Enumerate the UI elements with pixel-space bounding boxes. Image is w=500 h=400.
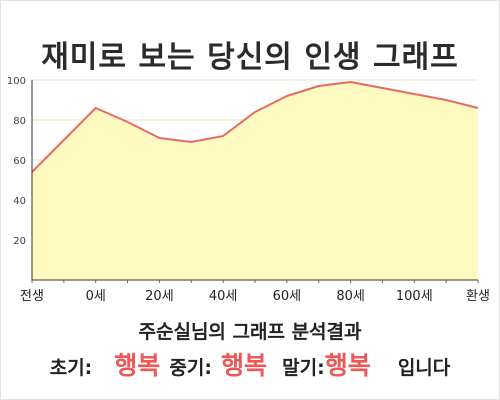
y-tick-label: 80 — [13, 116, 26, 127]
analysis-subtitle: 주순실님의 그래프 분석결과 — [138, 321, 362, 343]
result-suffix: 입니다 — [397, 357, 451, 379]
analysis-result: 초기: 행복 중기: 행복 말기:행복 입니다 — [0, 346, 500, 382]
x-tick-label: 80세 — [336, 289, 365, 304]
chart-title: 재미로 보는 당신의 인생 그래프 — [41, 40, 459, 75]
series-line — [31, 81, 479, 173]
x-tick-label: 20세 — [145, 289, 174, 304]
y-tick-label: 40 — [13, 196, 26, 207]
late-label: 말기: — [282, 357, 325, 379]
y-tick-label: 20 — [13, 236, 26, 247]
x-tick-label: 60세 — [273, 289, 302, 304]
y-tick-label: 60 — [13, 156, 26, 167]
early-value: 행복 — [114, 351, 161, 380]
late-value: 행복 — [324, 351, 371, 380]
early-label: 초기: — [49, 357, 93, 379]
y-tick-label: 100 — [7, 76, 26, 87]
x-tick-label: 100세 — [396, 289, 433, 304]
x-tick-label: 40세 — [209, 289, 238, 304]
mid-value: 행복 — [221, 351, 268, 380]
x-tick-label: 전생 — [20, 289, 44, 304]
x-tick-label: 0세 — [86, 289, 106, 304]
series-area — [32, 82, 478, 280]
x-tick-label: 환생 — [466, 289, 490, 304]
mid-label: 중기: — [169, 357, 212, 379]
